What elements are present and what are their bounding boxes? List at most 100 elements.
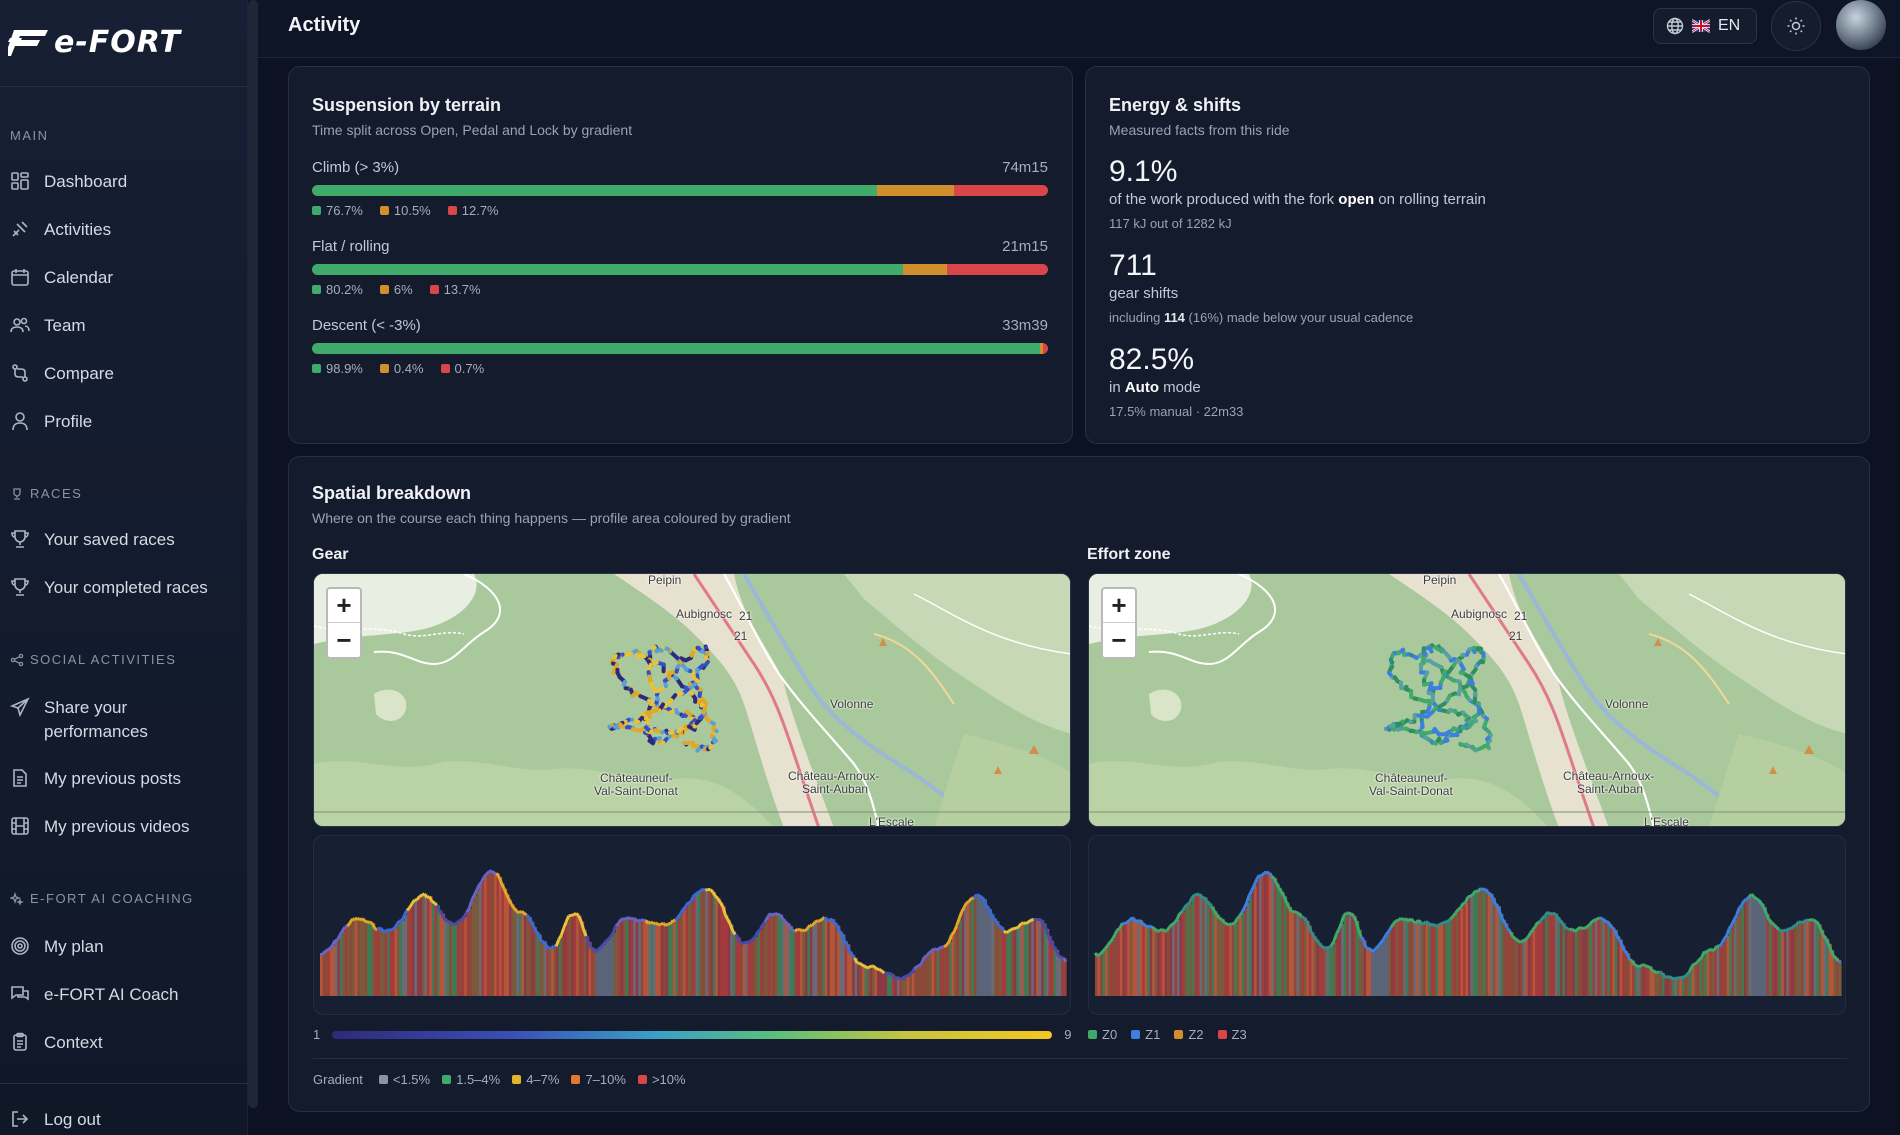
profile-slice bbox=[1046, 928, 1050, 996]
profile-line-segment bbox=[1282, 895, 1288, 903]
zoom-in-button[interactable]: + bbox=[328, 589, 360, 623]
profile-slice bbox=[919, 965, 923, 996]
profile-slice bbox=[670, 923, 674, 996]
sidebar-item-share[interactable]: Share your performances bbox=[10, 696, 240, 744]
profile-slice bbox=[1174, 923, 1178, 996]
zoom-out-button[interactable]: − bbox=[1111, 624, 1127, 655]
logo[interactable]: e-FORT bbox=[8, 22, 181, 62]
profile-line-segment bbox=[1285, 901, 1291, 908]
profile-slice bbox=[494, 873, 498, 996]
sidebar-item-saved-races[interactable]: Your saved races bbox=[10, 528, 240, 552]
profile-slice bbox=[1796, 925, 1800, 996]
profile-line-segment bbox=[1815, 920, 1820, 926]
percent-item: 12.7% bbox=[447, 203, 499, 218]
sidebar-item-context[interactable]: Context bbox=[10, 1031, 240, 1055]
profile-line-segment bbox=[697, 889, 702, 894]
profile-line-segment bbox=[386, 928, 390, 932]
profile-slice bbox=[499, 877, 503, 996]
logo-text: e-FORT bbox=[54, 24, 182, 60]
profile-slice bbox=[1699, 959, 1703, 996]
sidebar-item-compare[interactable]: Compare bbox=[10, 362, 240, 386]
profile-line-segment bbox=[510, 903, 516, 909]
zoom-out-button[interactable]: − bbox=[336, 624, 352, 655]
profile-slice bbox=[675, 920, 679, 996]
sidebar-item-ai-coach[interactable]: e-FORT AI Coach bbox=[10, 983, 240, 1007]
profile-slice bbox=[909, 974, 913, 996]
profile-line-segment bbox=[1760, 902, 1766, 909]
profile-line-segment bbox=[1693, 961, 1698, 966]
profile-line-segment bbox=[537, 934, 543, 943]
profile-line-segment bbox=[577, 915, 583, 922]
sidebar-item-calendar[interactable]: Calendar bbox=[10, 266, 240, 290]
profile-line-segment bbox=[1516, 939, 1522, 944]
bar-segment bbox=[312, 264, 903, 275]
profile-line-segment bbox=[838, 930, 844, 936]
legend-swatch bbox=[429, 285, 439, 294]
profile-line-segment bbox=[1228, 922, 1233, 927]
profile-slice bbox=[1569, 929, 1574, 996]
terrain-label: Descent (< -3%) bbox=[312, 317, 421, 334]
sidebar-item-team[interactable]: Team bbox=[10, 314, 240, 338]
profile-line-segment bbox=[584, 935, 590, 943]
profile-slice bbox=[678, 917, 682, 996]
sidebar-item-logout[interactable]: Log out bbox=[10, 1108, 240, 1132]
profile-slice bbox=[1634, 964, 1638, 996]
profile-slice bbox=[513, 908, 518, 996]
profile-slice bbox=[1440, 924, 1444, 996]
profile-line-segment bbox=[361, 917, 366, 923]
profile-slice bbox=[1246, 902, 1250, 996]
map-zoom-control[interactable]: + − bbox=[1101, 587, 1137, 659]
sidebar-item-profile[interactable]: Profile bbox=[10, 410, 240, 434]
profile-slice bbox=[566, 921, 570, 996]
theme-toggle-button[interactable] bbox=[1771, 1, 1821, 51]
profile-line-segment bbox=[1010, 927, 1015, 931]
stat-description: in Auto mode bbox=[1109, 379, 1243, 396]
profile-line-segment bbox=[1679, 975, 1683, 980]
profile-line-segment bbox=[1173, 918, 1179, 924]
profile-slice bbox=[1661, 973, 1666, 996]
scrollbar-thumb[interactable] bbox=[248, 0, 258, 1108]
profile-line-segment bbox=[1320, 944, 1325, 950]
profile-slice bbox=[1405, 918, 1409, 996]
profile-slice bbox=[1836, 958, 1840, 996]
profile-slice bbox=[1149, 925, 1153, 996]
card-title: Energy & shifts bbox=[1109, 95, 1242, 115]
profile-slice bbox=[941, 946, 945, 996]
profile-slice bbox=[1831, 950, 1835, 996]
sidebar-item-previous-videos[interactable]: My previous videos bbox=[10, 815, 240, 839]
profile-slice bbox=[481, 882, 485, 996]
profile-line-segment bbox=[352, 917, 356, 921]
section-coaching: E-FORT AI COACHING bbox=[10, 891, 194, 906]
profile-line-segment bbox=[947, 934, 954, 943]
sidebar-item-my-plan[interactable]: My plan bbox=[10, 935, 240, 959]
profile-line-segment bbox=[806, 924, 812, 930]
profile-line-segment bbox=[1203, 896, 1209, 903]
profile-slice bbox=[737, 937, 741, 996]
map-zoom-control[interactable]: + − bbox=[326, 587, 362, 659]
profile-line-segment bbox=[724, 914, 730, 921]
profile-line-segment bbox=[575, 912, 580, 917]
profile-line-segment bbox=[328, 944, 334, 950]
sidebar-item-previous-posts[interactable]: My previous posts bbox=[10, 767, 240, 791]
profile-line-segment bbox=[634, 918, 640, 923]
section-races: RACES bbox=[10, 486, 82, 501]
avatar[interactable] bbox=[1836, 0, 1886, 50]
profile-slice bbox=[1043, 923, 1047, 996]
sidebar-item-activities[interactable]: Activities bbox=[10, 218, 240, 242]
fork-open-stat: 9.1% of the work produced with the fork … bbox=[1109, 155, 1486, 231]
profile-slice bbox=[1748, 897, 1753, 996]
effort-map[interactable]: Peipin Aubignosc 21 21 Volonne Châteauneuf- Va… bbox=[1088, 573, 1846, 827]
sidebar-scrollbar[interactable] bbox=[248, 0, 258, 1135]
zoom-in-button[interactable]: + bbox=[1103, 589, 1135, 623]
sidebar-item-dashboard[interactable]: Dashboard bbox=[10, 170, 240, 194]
profile-line-segment bbox=[1757, 899, 1763, 905]
language-selector[interactable]: EN bbox=[1653, 8, 1757, 44]
legend-swatch bbox=[378, 1075, 388, 1084]
profile-line-segment bbox=[1399, 916, 1405, 922]
sidebar-item-completed-races[interactable]: Your completed races bbox=[10, 576, 240, 600]
stat-description: gear shifts bbox=[1109, 285, 1179, 302]
language-code: EN bbox=[1718, 17, 1741, 34]
gear-map[interactable]: Peipin Aubignosc 21 21 Volonne Châteauneuf- Va… bbox=[313, 573, 1071, 827]
profile-line-segment bbox=[957, 911, 963, 920]
send-icon bbox=[10, 697, 30, 717]
